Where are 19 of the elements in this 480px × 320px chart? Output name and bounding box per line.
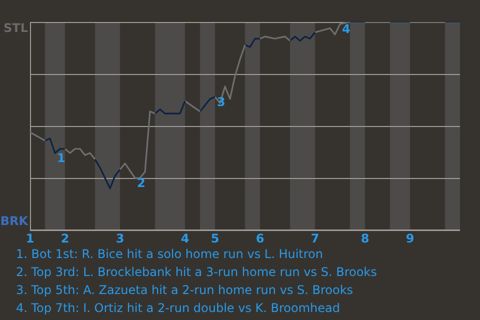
x-tick-label: 2	[60, 231, 70, 246]
x-tick-label: 1	[26, 231, 34, 246]
x-tick-label: 4	[180, 231, 190, 246]
x-tick-label: 5	[210, 231, 220, 246]
x-tick-label: 6	[256, 231, 264, 246]
x-tick-label: 9	[406, 231, 414, 246]
text: 3. Top 5th: A. Zazueta hit a 2-run home run vs S. Brooks	[16, 282, 354, 299]
text: STL	[4, 21, 28, 36]
annotation: 1	[57, 151, 66, 166]
text: 2. Top 3rd: L. Brocklebank hit a 3-run home run vs S. Brooks	[16, 264, 377, 281]
annotation: 4	[342, 22, 350, 36]
text: BRK	[0, 214, 29, 228]
x-tick-label: 3	[116, 231, 124, 246]
text: 1. Bot 1st: R. Bice hit a solo home run vs L. Huitron	[16, 246, 324, 263]
x-tick-label: 7	[310, 231, 320, 246]
annotation: 2	[137, 176, 146, 190]
x-tick-label: 8	[360, 231, 370, 246]
annotation: 3	[217, 95, 226, 110]
text: 4. Top 7th: I. Ortiz hit a 2-run double vs K. Broomhead	[16, 300, 341, 317]
